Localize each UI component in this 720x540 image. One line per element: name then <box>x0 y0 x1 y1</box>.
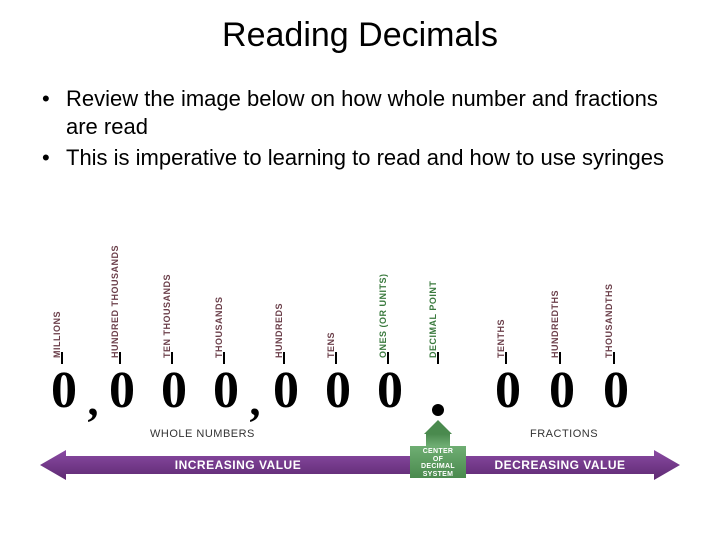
place-value-labels: MILLIONSHUNDRED THOUSANDSTEN THOUSANDSTH… <box>40 272 680 358</box>
place-value-label: DECIMAL POINT <box>428 281 438 358</box>
place-value-label: THOUSANDS <box>214 296 224 358</box>
digit-zero: 0 <box>206 361 246 420</box>
bullet-list: Review the image below on how whole numb… <box>0 55 720 172</box>
center-arrow-head <box>424 420 452 434</box>
bullet-1: Review the image below on how whole numb… <box>42 85 678 140</box>
thousands-separator: , <box>86 375 100 426</box>
whole-numbers-label: WHOLE NUMBERS <box>150 428 255 440</box>
digit-zero: 0 <box>488 361 528 420</box>
place-value-label: HUNDRED THOUSANDS <box>110 245 120 358</box>
digit-zero: 0 <box>596 361 636 420</box>
place-value-label: THOUSANDTHS <box>604 284 614 359</box>
place-value-label: HUNDREDS <box>274 303 284 358</box>
place-value-label: MILLIONS <box>52 311 62 358</box>
center-arrow-body <box>426 434 450 446</box>
digit-zero: 0 <box>154 361 194 420</box>
decreasing-label: DECREASING VALUE <box>468 454 652 476</box>
value-arrows: INCREASING VALUE DECREASING VALUE <box>40 450 680 480</box>
place-value-label: ONES (OR UNITS) <box>378 273 388 358</box>
digit-row: 0,000,000000 <box>40 360 680 420</box>
digit-zero: 0 <box>542 361 582 420</box>
decimal-diagram: MILLIONSHUNDRED THOUSANDSTEN THOUSANDSTH… <box>40 272 680 502</box>
digit-zero: 0 <box>370 361 410 420</box>
decimal-point <box>432 404 444 416</box>
place-value-label: TEN THOUSANDS <box>162 274 172 358</box>
digit-zero: 0 <box>318 361 358 420</box>
center-label: CENTEROFDECIMALSYSTEM <box>410 446 466 478</box>
digit-zero: 0 <box>44 361 84 420</box>
fractions-label: FRACTIONS <box>530 428 598 440</box>
place-value-label: HUNDREDTHS <box>550 290 560 358</box>
bullet-2: This is imperative to learning to read a… <box>42 144 678 172</box>
digit-zero: 0 <box>266 361 306 420</box>
page-title: Reading Decimals <box>0 0 720 55</box>
thousands-separator: , <box>248 375 262 426</box>
section-labels: WHOLE NUMBERS FRACTIONS <box>40 428 680 448</box>
increasing-label: INCREASING VALUE <box>68 454 408 476</box>
digit-zero: 0 <box>102 361 142 420</box>
center-of-decimal: CENTEROFDECIMALSYSTEM <box>410 420 466 476</box>
